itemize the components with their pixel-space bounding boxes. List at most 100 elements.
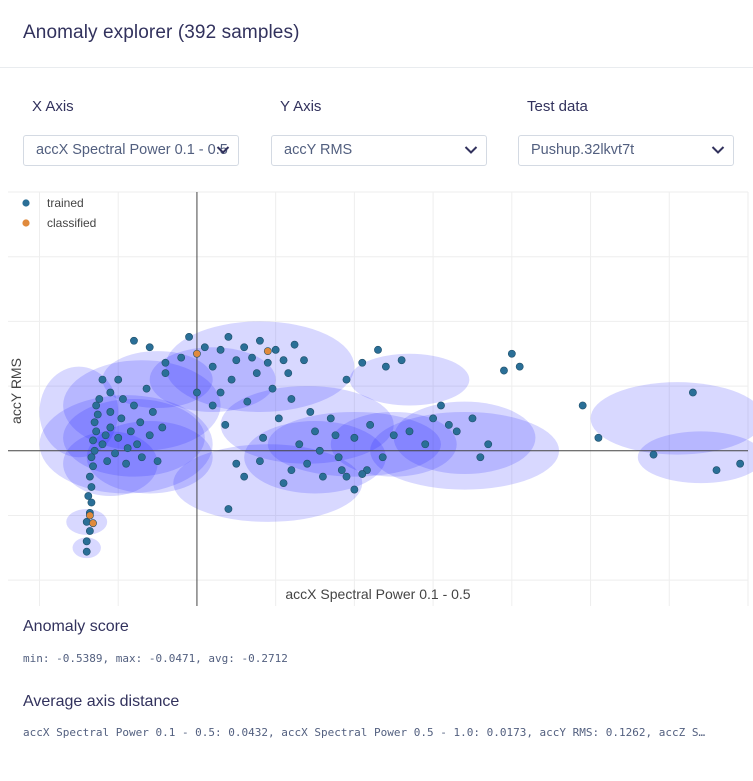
trained-point[interactable] bbox=[114, 375, 123, 384]
trained-point[interactable] bbox=[429, 414, 438, 423]
trained-point[interactable] bbox=[93, 410, 102, 419]
classified-point[interactable] bbox=[193, 349, 201, 358]
trained-point[interactable] bbox=[381, 362, 390, 371]
trained-point[interactable] bbox=[106, 423, 115, 432]
trained-point[interactable] bbox=[350, 433, 359, 442]
trained-point[interactable] bbox=[252, 369, 261, 378]
trained-point[interactable] bbox=[137, 453, 146, 462]
trained-point[interactable] bbox=[500, 366, 508, 375]
trained-point[interactable] bbox=[133, 440, 142, 449]
trained-point[interactable] bbox=[311, 427, 319, 436]
trained-point[interactable] bbox=[90, 446, 99, 455]
trained-point[interactable] bbox=[389, 431, 398, 440]
trained-point[interactable] bbox=[358, 470, 367, 478]
trained-point[interactable] bbox=[200, 343, 209, 352]
trained-point[interactable] bbox=[85, 527, 94, 535]
trained-point[interactable] bbox=[84, 492, 93, 500]
trained-point[interactable] bbox=[158, 423, 167, 432]
trained-point[interactable] bbox=[216, 345, 225, 354]
trained-point[interactable] bbox=[85, 472, 94, 481]
trained-point[interactable] bbox=[437, 401, 445, 410]
trained-point[interactable] bbox=[224, 332, 233, 341]
trained-point[interactable] bbox=[259, 433, 267, 442]
trained-point[interactable] bbox=[142, 384, 151, 393]
trained-point[interactable] bbox=[712, 466, 721, 475]
trained-point[interactable] bbox=[331, 431, 340, 440]
trained-point[interactable] bbox=[130, 336, 138, 345]
trained-point[interactable] bbox=[227, 375, 236, 384]
trained-point[interactable] bbox=[114, 433, 123, 442]
classified-point[interactable] bbox=[85, 511, 94, 520]
trained-point[interactable] bbox=[82, 537, 91, 546]
trained-point[interactable] bbox=[240, 343, 249, 352]
trained-point[interactable] bbox=[208, 401, 217, 410]
trained-point[interactable] bbox=[221, 420, 230, 429]
trained-point[interactable] bbox=[688, 388, 697, 397]
trained-point[interactable] bbox=[421, 440, 430, 449]
trained-point[interactable] bbox=[290, 340, 299, 349]
trained-point[interactable] bbox=[279, 479, 288, 487]
trained-point[interactable] bbox=[122, 459, 130, 468]
trained-point[interactable] bbox=[248, 353, 256, 362]
trained-point[interactable] bbox=[342, 472, 351, 481]
trained-point[interactable] bbox=[484, 440, 493, 449]
trained-point[interactable] bbox=[161, 358, 170, 367]
trained-point[interactable] bbox=[95, 395, 104, 403]
trained-point[interactable] bbox=[82, 547, 91, 556]
classified-point[interactable] bbox=[89, 519, 97, 528]
trained-point[interactable] bbox=[224, 505, 233, 513]
trained-point[interactable] bbox=[326, 414, 335, 423]
test-data-select[interactable]: Pushup.32lkvt7t bbox=[518, 135, 734, 166]
trained-point[interactable] bbox=[98, 440, 107, 449]
trained-point[interactable] bbox=[318, 472, 327, 481]
trained-point[interactable] bbox=[130, 401, 138, 410]
trained-point[interactable] bbox=[444, 420, 453, 429]
trained-point[interactable] bbox=[337, 466, 346, 475]
trained-point[interactable] bbox=[89, 462, 97, 471]
x-axis-select[interactable]: accX Spectral Power 0.1 - 0.5 bbox=[23, 135, 239, 166]
legend-label-classified[interactable]: classified bbox=[47, 216, 96, 230]
trained-point[interactable] bbox=[507, 349, 516, 358]
trained-point[interactable] bbox=[92, 427, 101, 436]
classified-point[interactable] bbox=[263, 347, 272, 356]
trained-point[interactable] bbox=[378, 453, 387, 462]
trained-point[interactable] bbox=[405, 427, 414, 436]
trained-point[interactable] bbox=[89, 436, 97, 445]
trained-point[interactable] bbox=[295, 440, 304, 449]
trained-point[interactable] bbox=[306, 408, 315, 416]
trained-point[interactable] bbox=[103, 457, 112, 465]
trained-point[interactable] bbox=[240, 472, 249, 481]
trained-point[interactable] bbox=[208, 362, 217, 371]
trained-point[interactable] bbox=[243, 397, 252, 406]
trained-point[interactable] bbox=[366, 420, 375, 429]
trained-point[interactable] bbox=[82, 518, 91, 526]
trained-point[interactable] bbox=[358, 358, 367, 367]
trained-point[interactable] bbox=[300, 356, 308, 365]
trained-point[interactable] bbox=[649, 450, 658, 459]
trained-point[interactable] bbox=[161, 369, 170, 378]
legend-label-trained[interactable]: trained bbox=[47, 196, 84, 210]
trained-point[interactable] bbox=[145, 431, 154, 440]
trained-point[interactable] bbox=[476, 453, 485, 462]
trained-point[interactable] bbox=[342, 375, 351, 384]
trained-point[interactable] bbox=[468, 414, 477, 423]
trained-point[interactable] bbox=[284, 369, 293, 378]
trained-point[interactable] bbox=[136, 418, 145, 427]
trained-point[interactable] bbox=[87, 483, 96, 491]
trained-point[interactable] bbox=[216, 388, 225, 397]
trained-point[interactable] bbox=[87, 453, 96, 462]
trained-point[interactable] bbox=[185, 332, 193, 341]
trained-point[interactable] bbox=[274, 414, 283, 423]
trained-point[interactable] bbox=[374, 345, 382, 354]
trained-point[interactable] bbox=[736, 459, 745, 468]
trained-point[interactable] bbox=[177, 353, 186, 362]
trained-point[interactable] bbox=[193, 388, 201, 397]
trained-point[interactable] bbox=[279, 356, 288, 365]
trained-point[interactable] bbox=[256, 457, 264, 465]
trained-point[interactable] bbox=[315, 446, 324, 455]
trained-point[interactable] bbox=[111, 449, 119, 458]
trained-point[interactable] bbox=[334, 453, 343, 462]
trained-point[interactable] bbox=[123, 444, 132, 453]
trained-point[interactable] bbox=[153, 457, 162, 465]
trained-point[interactable] bbox=[232, 356, 241, 365]
